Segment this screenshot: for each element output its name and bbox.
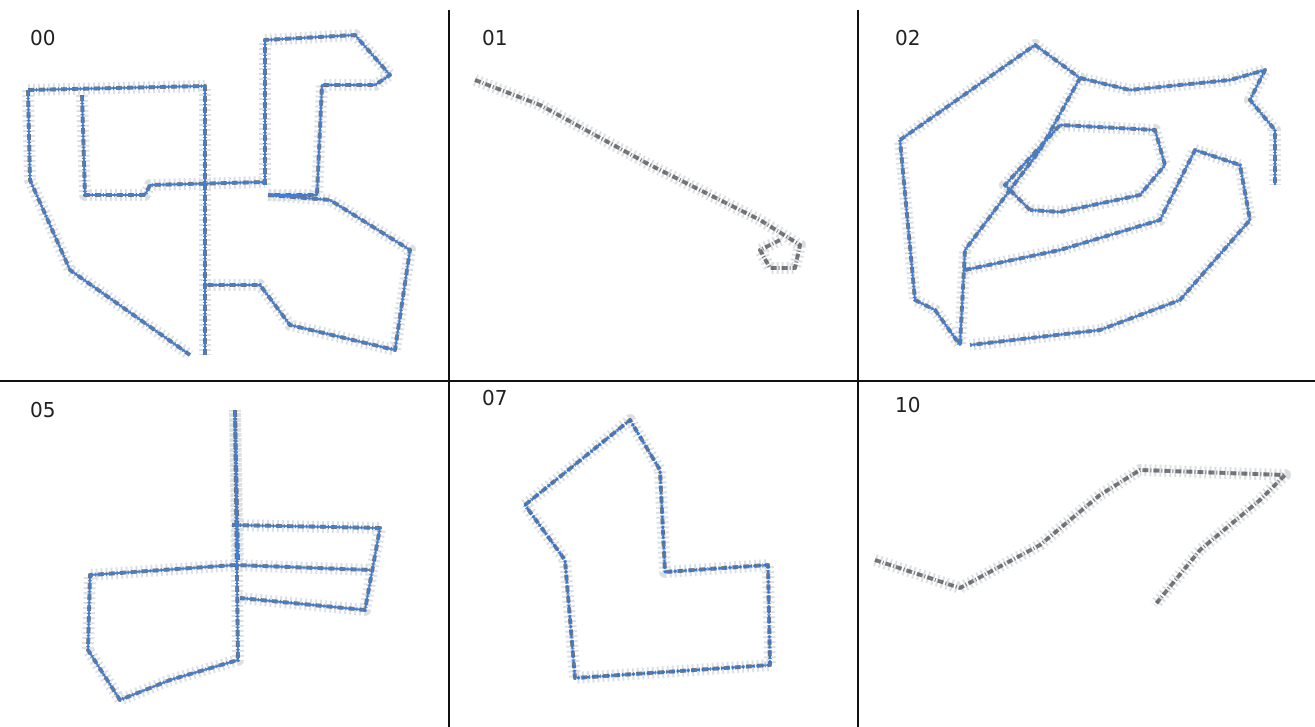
map-02 — [900, 45, 1275, 345]
map-07 — [525, 420, 770, 678]
point-cloud — [900, 45, 1275, 345]
figure: 00 01 02 05 07 10 — [0, 0, 1315, 727]
panel-label: 07 — [482, 386, 507, 410]
panel-label: 01 — [482, 26, 507, 50]
panel-label: 05 — [30, 398, 55, 422]
map-10 — [875, 470, 1285, 605]
panel-label: 00 — [30, 26, 55, 50]
point-cloud — [900, 45, 1275, 345]
map-01 — [475, 80, 800, 268]
map-00 — [28, 35, 410, 355]
map-05 — [88, 410, 380, 700]
panel-label: 10 — [895, 393, 920, 417]
trajectory — [28, 35, 410, 355]
point-cloud — [88, 410, 380, 700]
trajectory — [900, 45, 1275, 345]
panel-label: 02 — [895, 26, 920, 50]
